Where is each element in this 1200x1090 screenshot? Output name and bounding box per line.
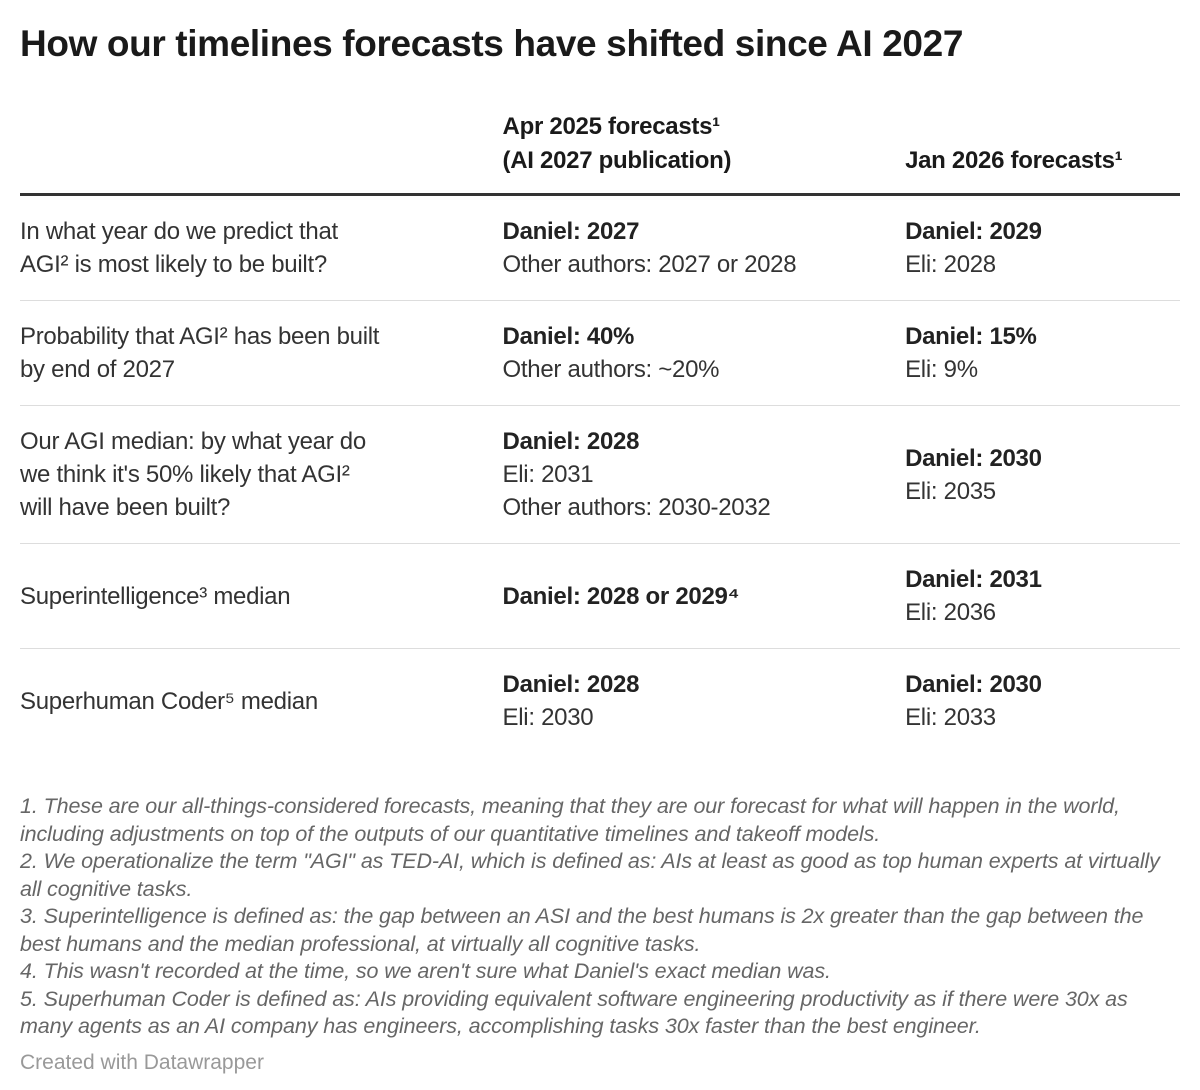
- forecast-secondary-line: Eli: 2033: [905, 704, 996, 731]
- question-cell: Probability that AGI² has been built by …: [20, 323, 380, 383]
- forecast-secondary-line: Other authors: 2027 or 2028: [502, 251, 797, 278]
- apr-2025-forecast-cell: Daniel: 40% Other authors: ~20%: [503, 301, 906, 406]
- footnote: 5. Superhuman Coder is defined as: AIs p…: [20, 986, 1128, 1039]
- header-question-column: [20, 110, 503, 196]
- footnote: 4. This wasn't recorded at the time, so …: [20, 959, 831, 983]
- apr-2025-forecast-cell: Daniel: 2028 Eli: 2031 Other authors: 2030…: [503, 406, 906, 544]
- forecast-secondary-line: Eli: 2028: [905, 251, 996, 278]
- forecast-primary-line: Daniel: 2030: [905, 671, 1042, 698]
- question-cell: Superintelligence³ median: [20, 582, 291, 610]
- apr-2025-forecast-cell: Daniel: 2028 or 2029⁴: [503, 544, 906, 649]
- forecast-primary-line: Daniel: 2028 or 2029⁴: [502, 582, 740, 610]
- table-row: Probability that AGI² has been built by …: [20, 301, 1180, 406]
- jan-2026-forecast-cell: Daniel: 2030 Eli: 2035: [905, 406, 1180, 544]
- forecast-primary-line: Daniel: 2031: [905, 566, 1042, 593]
- forecast-primary-line: Daniel: 2029: [905, 218, 1042, 245]
- footnotes-block: 1. These are our all-things-considered f…: [20, 793, 1180, 1041]
- forecast-primary-line: Daniel: 2028: [502, 671, 640, 698]
- forecast-secondary-line: Eli: 2035: [905, 477, 996, 505]
- jan-2026-forecast-cell: Daniel: 2029 Eli: 2028: [905, 195, 1180, 301]
- forecast-primary-line: Daniel: 2030: [905, 444, 1042, 472]
- jan-2026-forecast-cell: Daniel: 15% Eli: 9%: [905, 301, 1180, 406]
- footnote: 3. Superintelligence is defined as: the …: [20, 904, 1144, 956]
- apr-2025-forecast-cell: Daniel: 2028 Eli: 2030: [503, 649, 906, 754]
- forecast-secondary-line: Eli: 9%: [905, 356, 978, 383]
- apr-2025-forecast-cell: Daniel: 2027 Other authors: 2027 or 2028: [503, 195, 906, 301]
- table-row: Our AGI median: by what year do we think…: [20, 406, 1180, 544]
- forecast-secondary-line: Eli: 2031: [502, 461, 594, 488]
- jan-2026-forecast-cell: Daniel: 2030 Eli: 2033: [905, 649, 1180, 754]
- question-cell: In what year do we predict that AGI² is …: [20, 218, 338, 278]
- forecast-table: Apr 2025 forecasts¹ (AI 2027 publication…: [20, 110, 1180, 753]
- table-row: Superintelligence³ median Daniel: 2028 or…: [20, 544, 1180, 649]
- forecast-secondary-line: Eli: 2030: [502, 704, 594, 731]
- forecast-secondary-line: Eli: 2036: [905, 599, 996, 626]
- datawrapper-attribution-link[interactable]: Created with Datawrapper: [20, 1050, 264, 1074]
- forecast-secondary-line: Other authors: ~20%: [502, 356, 720, 383]
- question-cell: Our AGI median: by what year do we think…: [20, 428, 366, 521]
- chart-title: How our timelines forecasts have shifted…: [20, 23, 964, 64]
- header-apr-2025-forecasts: Apr 2025 forecasts¹ (AI 2027 publication…: [502, 110, 906, 196]
- table-row: In what year do we predict that AGI² is …: [20, 195, 1180, 301]
- forecast-primary-line: Daniel: 15%: [905, 323, 1037, 350]
- header-row: Apr 2025 forecasts¹ (AI 2027 publication…: [20, 110, 1180, 196]
- jan-2026-forecast-cell: Daniel: 2031 Eli: 2036: [905, 544, 1180, 649]
- header-jan-2026-forecasts: Jan 2026 forecasts¹: [905, 110, 1180, 196]
- footnote: 1. These are our all-things-considered f…: [20, 794, 1120, 846]
- footnote: 2. We operationalize the term "AGI" as T…: [20, 849, 1160, 901]
- forecast-primary-line: Daniel: 2028: [502, 428, 640, 455]
- forecast-primary-line: Daniel: 40%: [502, 323, 635, 350]
- table-row: Superhuman Coder⁵ median Daniel: 2028 Eli:…: [20, 649, 1180, 754]
- forecast-secondary-line: Other authors: 2030-2032: [502, 494, 771, 521]
- question-cell: Superhuman Coder⁵ median: [20, 687, 318, 715]
- forecast-primary-line: Daniel: 2027: [502, 218, 640, 245]
